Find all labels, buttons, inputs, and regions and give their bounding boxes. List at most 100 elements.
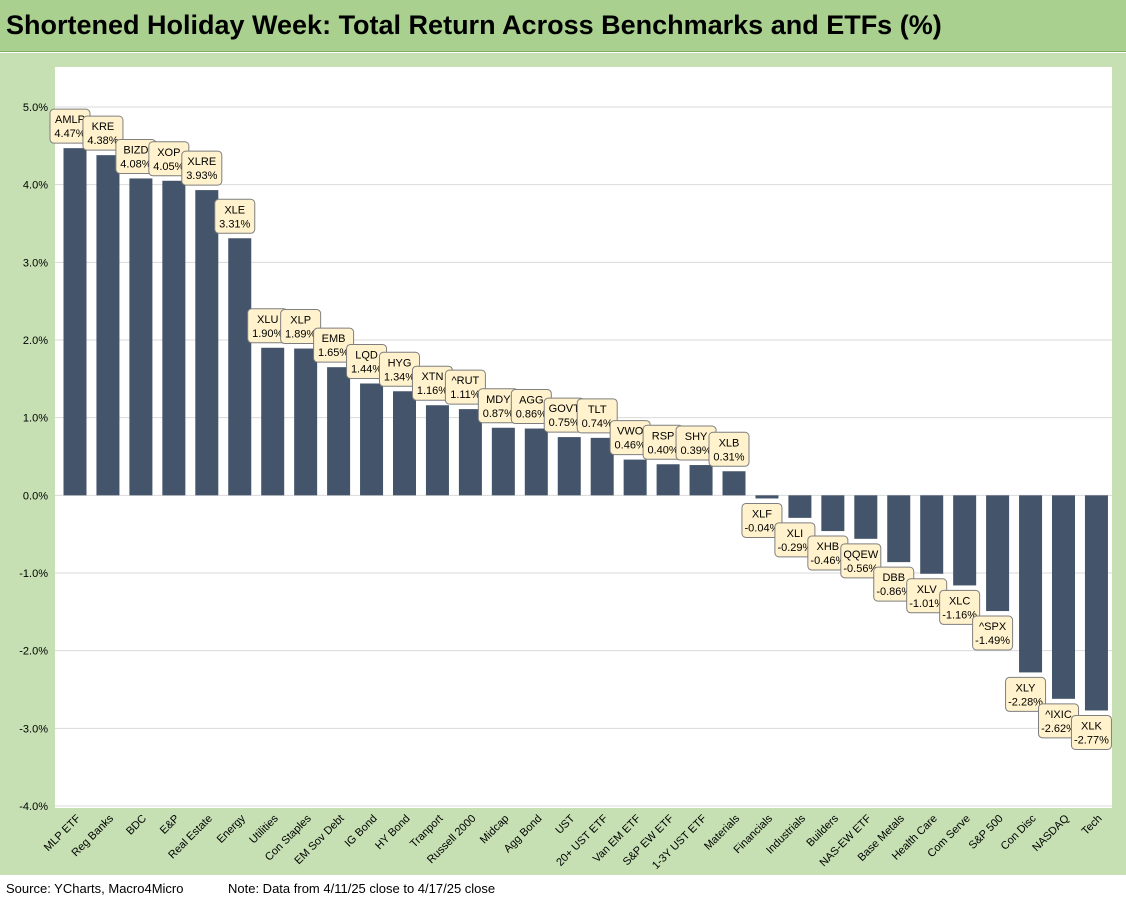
data-label-ticker: HYG — [388, 357, 412, 369]
data-label-value: 1.89% — [285, 329, 316, 341]
bar — [393, 391, 416, 496]
data-label: HYG 1.34% — [379, 351, 420, 387]
data-label: TLT 0.74% — [576, 398, 618, 434]
data-label-box — [1005, 676, 1047, 712]
data-label-ticker: LQD — [355, 349, 378, 361]
data-label-ticker: RSP — [652, 430, 675, 442]
data-label-box — [82, 115, 124, 151]
bar — [623, 459, 647, 496]
bar — [425, 405, 449, 496]
bar — [953, 495, 977, 586]
data-label-ticker: AGG — [519, 395, 543, 407]
data-label: XLV -1.01% — [906, 578, 948, 614]
x-tick-label: Tech — [1080, 813, 1105, 838]
y-tick-label: 4.0% — [23, 180, 48, 192]
data-label-value: -1.49% — [975, 635, 1010, 647]
data-label: XLE 3.31% — [214, 198, 256, 234]
data-label-box — [708, 431, 750, 467]
bar — [1052, 495, 1075, 699]
bar — [887, 495, 911, 563]
data-label-box — [576, 398, 618, 434]
y-axis-ticks: 5.0% 4.0% 3.0% 2.0% 1.0% 0.0% -1.0% -2.0% -3.0% -… — [19, 102, 48, 813]
bars — [63, 148, 1108, 711]
bar — [96, 155, 120, 496]
data-label: DBB -0.86% — [873, 566, 915, 602]
bar — [1084, 495, 1108, 711]
x-tick-label: NASDAQ — [1030, 812, 1072, 854]
bar — [327, 367, 351, 496]
data-label-value: -2.77% — [1074, 734, 1109, 746]
bar — [1019, 495, 1043, 673]
data-label-ticker: EMB — [322, 333, 346, 345]
data-label-value: 0.39% — [680, 445, 711, 457]
data-label-ticker: XTN — [421, 371, 443, 383]
data-label-box — [972, 615, 1014, 651]
data-label-ticker: MDY — [486, 394, 511, 406]
data-label-ticker: XHB — [817, 541, 840, 553]
data-label-ticker: BIZD — [123, 144, 148, 156]
date-note: Note: Data from 4/11/25 close to 4/17/25… — [228, 881, 496, 896]
bar — [294, 348, 318, 496]
data-label-ticker: AMLP — [55, 114, 85, 126]
data-label-value: -1.01% — [909, 598, 944, 610]
data-label: XLK -2.77% — [1070, 714, 1112, 750]
bar — [854, 495, 878, 539]
data-label-value: 4.05% — [153, 161, 184, 173]
data-label: XLU 1.90% — [247, 308, 289, 344]
data-label-ticker: XLU — [257, 314, 278, 326]
data-label-value: 4.47% — [54, 128, 85, 140]
data-label-ticker: XLRE — [187, 156, 216, 168]
y-tick-label: 0.0% — [23, 490, 48, 502]
x-tick-label: E&P — [158, 813, 182, 837]
x-tick-label: HY Bond — [373, 813, 412, 852]
data-label-box — [214, 198, 256, 234]
data-label: QQEW -0.56% — [840, 543, 882, 579]
data-label-ticker: TLT — [588, 404, 607, 416]
data-label-box — [280, 309, 322, 345]
x-tick-label: UST — [553, 812, 577, 836]
data-label-ticker: KRE — [92, 121, 115, 133]
data-label: XTN 1.16% — [411, 365, 453, 401]
y-tick-label: -4.0% — [19, 801, 48, 813]
data-label-ticker: XLF — [752, 508, 772, 520]
data-label-value: 1.65% — [318, 347, 349, 359]
bar — [986, 495, 1010, 612]
data-label-ticker: XLY — [1016, 682, 1037, 694]
bar — [228, 238, 252, 496]
data-label: XLY -2.28% — [1005, 676, 1047, 712]
data-label-value: -2.62% — [1041, 723, 1076, 735]
data-label: XLP 1.89% — [280, 309, 322, 345]
bar — [590, 437, 614, 496]
x-tick-label: BDC — [124, 813, 149, 838]
y-tick-label: -2.0% — [19, 646, 48, 658]
data-label: XLI -0.29% — [774, 522, 816, 558]
data-label: EMB 1.65% — [313, 327, 355, 363]
data-label-value: -1.16% — [942, 609, 977, 621]
data-label-ticker: XLP — [290, 315, 311, 327]
data-label: XHB -0.46% — [807, 535, 849, 571]
data-label: XLB 0.31% — [708, 431, 750, 467]
data-label-value: 0.40% — [647, 444, 678, 456]
data-label-ticker: VWO — [617, 426, 644, 438]
data-label-value: 3.93% — [186, 170, 217, 182]
data-label-value: 0.31% — [713, 451, 744, 463]
data-label-value: -2.28% — [1008, 696, 1043, 708]
bar — [261, 347, 285, 496]
title-bar: Shortened Holiday Week: Total Return Acr… — [0, 0, 1126, 52]
data-label-box — [1070, 714, 1112, 750]
chart-frame: 5.0% 4.0% 3.0% 2.0% 1.0% 0.0% -1.0% -2.0% -3.0% -… — [0, 53, 1126, 875]
data-label-box — [840, 543, 882, 579]
data-label-ticker: ^RUT — [452, 375, 480, 387]
bar — [722, 471, 746, 496]
bar — [491, 427, 515, 496]
data-label-value: -0.29% — [777, 542, 812, 554]
data-label-value: 0.87% — [483, 408, 514, 420]
y-tick-label: 3.0% — [23, 257, 48, 269]
bar — [524, 428, 548, 496]
data-label-value: 0.46% — [615, 440, 646, 452]
data-label-value: 1.44% — [351, 363, 382, 375]
y-tick-label: 5.0% — [23, 102, 48, 114]
data-label-ticker: XOP — [157, 147, 180, 159]
data-label-value: 4.38% — [87, 135, 118, 147]
data-label: KRE 4.38% — [82, 115, 124, 151]
